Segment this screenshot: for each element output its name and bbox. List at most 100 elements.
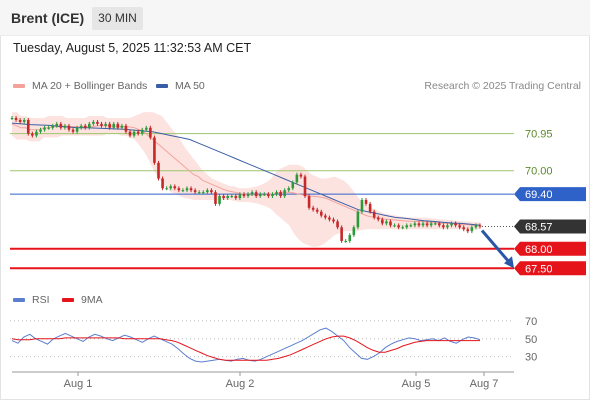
candle-body (10, 118, 14, 119)
legend-rsi-ma: 9MA (62, 294, 103, 306)
candle-body (446, 225, 449, 228)
candle-body (96, 121, 99, 124)
forecast-arrow-shaft (480, 229, 513, 266)
candle-body (258, 194, 262, 197)
candle-body (254, 192, 258, 197)
candle-body (352, 227, 356, 236)
candle-body (462, 227, 466, 230)
candle-body (234, 196, 238, 199)
legend-ma20: MA 20 + Bollinger Bands (13, 80, 147, 92)
ma20-legend-label: MA 20 + Bollinger Bands (32, 80, 148, 92)
legend-rsi: RSI (13, 294, 50, 306)
candle-body (287, 188, 291, 191)
candle-body (405, 225, 409, 228)
candle-body (295, 174, 299, 183)
level-tag-68-57 (514, 219, 586, 234)
candle-body (413, 223, 417, 226)
candle-body (230, 196, 234, 198)
rsi-swatch (13, 298, 25, 302)
candle-body (14, 118, 18, 120)
x-tick-label: Aug 2 (226, 378, 255, 390)
level-tag-67-50 (514, 261, 586, 276)
ma50-line (11, 122, 481, 226)
candle-body (214, 192, 217, 204)
timeframe-button[interactable]: 30 MIN (92, 7, 143, 30)
copyright-label: Research © 2025 Trading Central (424, 80, 581, 92)
candle-body (372, 211, 376, 218)
candle-body (59, 123, 63, 128)
legend-ma50: MA 50 (156, 80, 205, 92)
header-bar: Brent (ICE) 30 MIN (0, 0, 590, 36)
candle-body (283, 190, 286, 197)
candle-body (83, 125, 87, 128)
level-label-70-95: 70.95 (525, 129, 553, 141)
candle-body (238, 194, 242, 199)
candle-body (348, 235, 352, 241)
level-tag-69-40 (514, 187, 586, 202)
candle-body (376, 217, 380, 220)
candle-body (246, 194, 250, 197)
candle-body (35, 131, 38, 136)
rsi-ma-swatch (62, 298, 74, 302)
candle-body (26, 119, 30, 134)
candle-body (140, 129, 144, 134)
level-tag-68-00 (514, 241, 586, 256)
candle-body (385, 221, 388, 224)
candle-body (51, 125, 54, 128)
candle-body (470, 227, 474, 232)
candle-body (67, 125, 71, 130)
candle-body (185, 188, 189, 191)
candle-body (303, 176, 307, 197)
candle-body (319, 211, 323, 216)
x-tick-label: Aug 7 (470, 378, 499, 390)
candle-body (250, 192, 254, 195)
candle-body (128, 131, 132, 136)
ma20-swatch (13, 84, 25, 88)
ma50-swatch (156, 84, 168, 88)
candle-body (226, 196, 229, 199)
candle-body (263, 194, 266, 196)
candle-body (397, 225, 400, 228)
forecast-arrow-head (504, 256, 514, 269)
candle-body (210, 190, 213, 193)
candle-body (458, 225, 461, 228)
candle-body (393, 225, 396, 227)
level-label-67-50: 67.50 (525, 263, 553, 275)
candle-body (466, 229, 470, 232)
candle-body (344, 240, 348, 242)
candle-body (132, 131, 136, 136)
candle-body (197, 192, 201, 194)
candle-body (71, 129, 75, 132)
candle-body (63, 125, 67, 128)
candle-body (104, 123, 107, 126)
candle-body (336, 221, 339, 228)
candle-body (136, 131, 140, 134)
rsi-tick-30: 30 (525, 352, 537, 364)
rsi-tick-50: 50 (525, 334, 537, 346)
candle-body (112, 123, 116, 128)
candle-body (401, 227, 404, 229)
candle-body (421, 223, 425, 226)
candle-body (478, 225, 482, 227)
candle-body (429, 223, 433, 226)
candle-body (201, 192, 205, 194)
candle-body (206, 190, 209, 193)
candle-body (153, 137, 156, 163)
candle-body (173, 186, 177, 189)
candle-body (165, 188, 168, 190)
candle-body (340, 227, 343, 241)
candle-body (144, 127, 148, 130)
candle-body (124, 125, 128, 132)
candle-body (438, 223, 441, 226)
level-label-68-57: 68.57 (525, 222, 553, 234)
rsi-line (11, 327, 481, 363)
candle-body (157, 162, 160, 179)
rsi-ma-line (11, 335, 480, 361)
candle-body (79, 125, 83, 128)
candle-body (116, 123, 120, 128)
candle-body (275, 192, 278, 195)
candle-body (108, 123, 111, 128)
candle-body (409, 225, 413, 227)
candle-body (356, 211, 360, 228)
